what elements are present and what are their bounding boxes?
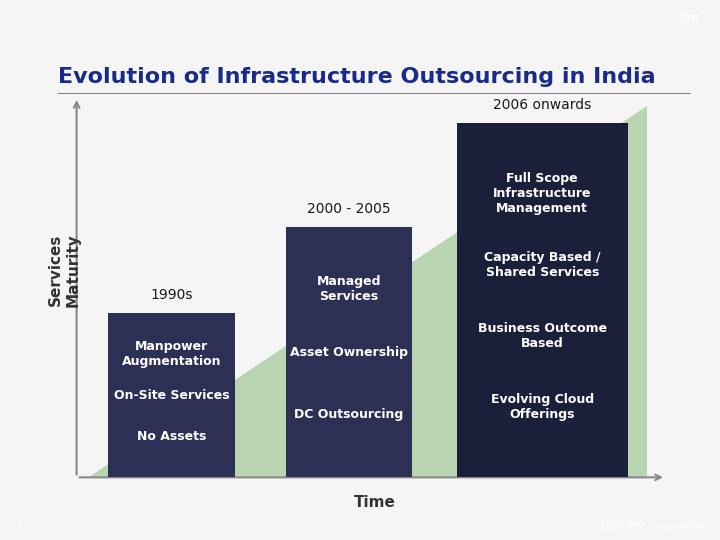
Text: No Assets: No Assets <box>137 430 207 443</box>
Text: Business Outcome
Based: Business Outcome Based <box>478 322 607 350</box>
Text: Asset Ownership: Asset Ownership <box>290 346 408 359</box>
FancyBboxPatch shape <box>108 313 235 477</box>
Text: IBM: IBM <box>678 14 698 24</box>
Text: Full Scope
Infrastructure
Management: Full Scope Infrastructure Management <box>493 172 592 215</box>
FancyBboxPatch shape <box>456 123 628 477</box>
Text: Manpower
Augmentation: Manpower Augmentation <box>122 340 221 368</box>
Text: 2006 onwards: 2006 onwards <box>493 98 591 112</box>
Text: Services
Maturity: Services Maturity <box>48 233 80 307</box>
Text: 1990s: 1990s <box>150 288 193 302</box>
Text: 3: 3 <box>14 522 22 531</box>
Text: Evolution of Infrastructure Outsourcing in India: Evolution of Infrastructure Outsourcing … <box>58 67 655 87</box>
Text: © 2008 IBM Corporation: © 2008 IBM Corporation <box>586 522 706 531</box>
Text: DC Outsourcing: DC Outsourcing <box>294 408 404 421</box>
Text: 2000 - 2005: 2000 - 2005 <box>307 202 391 216</box>
Text: Managed
Services: Managed Services <box>317 275 382 303</box>
Text: Evolving Cloud
Offerings: Evolving Cloud Offerings <box>491 393 594 421</box>
Text: Time: Time <box>354 495 395 510</box>
Polygon shape <box>89 106 647 477</box>
Text: Capacity Based /
Shared Services: Capacity Based / Shared Services <box>484 251 600 279</box>
Text: On-Site Services: On-Site Services <box>114 389 230 402</box>
FancyBboxPatch shape <box>286 227 413 477</box>
